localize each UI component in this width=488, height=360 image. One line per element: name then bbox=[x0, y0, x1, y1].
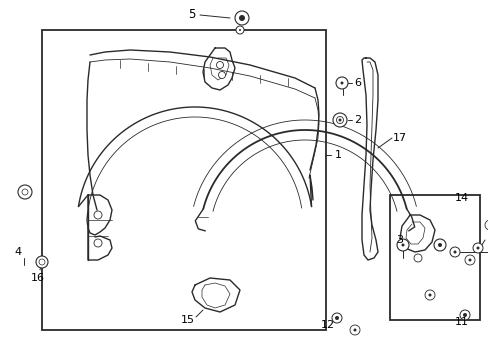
Circle shape bbox=[464, 255, 474, 265]
Circle shape bbox=[413, 254, 421, 262]
Text: 14: 14 bbox=[454, 193, 468, 203]
Circle shape bbox=[396, 239, 408, 251]
Text: 2: 2 bbox=[354, 115, 361, 125]
Circle shape bbox=[353, 328, 356, 332]
Circle shape bbox=[332, 113, 346, 127]
Circle shape bbox=[427, 293, 430, 297]
Text: 3: 3 bbox=[396, 235, 403, 245]
Circle shape bbox=[433, 239, 445, 251]
Circle shape bbox=[94, 239, 102, 247]
Circle shape bbox=[484, 220, 488, 230]
Circle shape bbox=[334, 316, 338, 320]
Circle shape bbox=[335, 77, 347, 89]
Circle shape bbox=[336, 117, 343, 123]
Circle shape bbox=[331, 313, 341, 323]
Circle shape bbox=[218, 72, 225, 78]
Circle shape bbox=[239, 15, 244, 21]
Text: 17: 17 bbox=[392, 133, 406, 143]
Text: 1: 1 bbox=[334, 150, 341, 160]
Circle shape bbox=[468, 258, 470, 261]
Text: 16: 16 bbox=[31, 273, 45, 283]
Circle shape bbox=[475, 247, 479, 249]
Bar bbox=[42, 30, 325, 330]
Circle shape bbox=[401, 243, 404, 247]
Circle shape bbox=[338, 118, 341, 121]
Text: 15: 15 bbox=[181, 315, 195, 325]
Circle shape bbox=[449, 247, 459, 257]
Circle shape bbox=[216, 62, 223, 68]
Circle shape bbox=[340, 81, 343, 85]
Text: 11: 11 bbox=[454, 317, 468, 327]
Text: 5: 5 bbox=[188, 9, 195, 22]
Circle shape bbox=[36, 256, 48, 268]
Circle shape bbox=[437, 243, 441, 247]
Circle shape bbox=[452, 251, 456, 253]
Circle shape bbox=[424, 290, 434, 300]
Circle shape bbox=[18, 185, 32, 199]
Circle shape bbox=[462, 313, 466, 317]
Text: 4: 4 bbox=[15, 247, 21, 257]
Circle shape bbox=[349, 325, 359, 335]
Bar bbox=[389, 195, 479, 320]
Circle shape bbox=[94, 211, 102, 219]
Circle shape bbox=[472, 243, 482, 253]
Circle shape bbox=[459, 310, 469, 320]
Text: 6: 6 bbox=[354, 78, 361, 88]
Circle shape bbox=[235, 11, 248, 25]
Text: 12: 12 bbox=[320, 320, 334, 330]
Circle shape bbox=[236, 26, 244, 34]
Circle shape bbox=[239, 29, 241, 31]
